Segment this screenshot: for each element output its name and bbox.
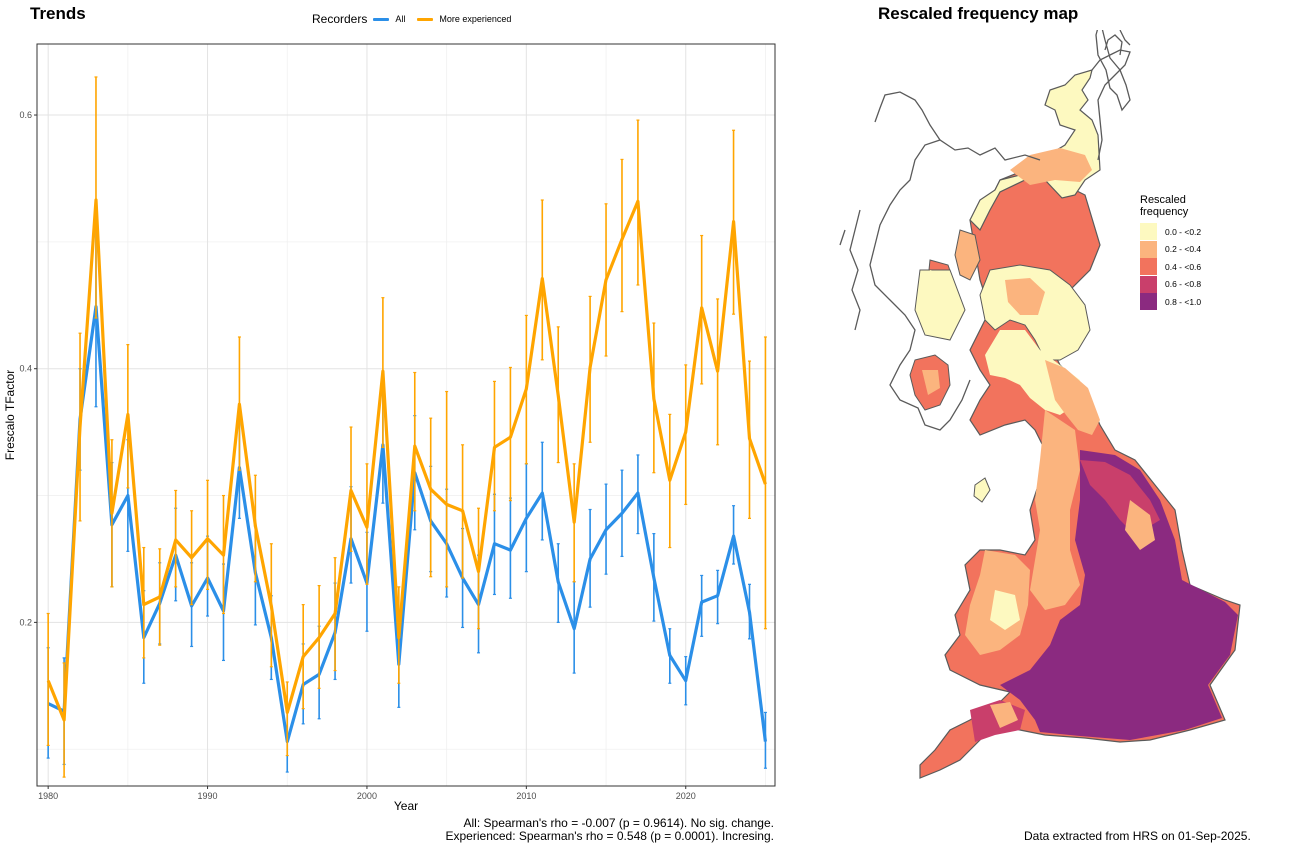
- trend-chart: 0.2 0.4 0.6 1980 1990 2000 2010 2020 Year Fresc…: [3, 43, 776, 813]
- map-class-low-borders: [1005, 278, 1045, 315]
- map-outline-highlands: [839, 30, 1131, 431]
- stats-all: All: Spearman's rho = -0.007 (p = 0.9614…: [463, 816, 774, 830]
- x-axis-label: Year: [394, 799, 418, 813]
- y-tick-label: 0.2: [19, 617, 32, 627]
- map-title: Rescaled frequency map: [878, 4, 1079, 23]
- map-legend-row: 0.6 - <0.8: [1140, 275, 1220, 294]
- stats-experienced: Experienced: Spearman's rho = 0.548 (p =…: [445, 829, 775, 843]
- map-class-low-dartmoor: [990, 702, 1018, 728]
- map-class-lowest-highlands: [922, 270, 960, 320]
- map-legend-row: 0.0 - <0.2: [1140, 223, 1220, 241]
- legend-title: Recorders: [312, 12, 368, 26]
- map-legend-swatch: [1140, 258, 1157, 276]
- map-class-low-pennines: [1030, 410, 1080, 610]
- map-class-low-wolds: [1125, 500, 1155, 550]
- x-tick-label: 1980: [38, 791, 58, 801]
- map-class-lowest-wales: [990, 590, 1020, 630]
- map-class-low-galloway: [922, 370, 940, 395]
- legend-swatch-experienced: [417, 17, 434, 21]
- map-legend-row: 0.8 - <1.0: [1140, 293, 1220, 311]
- trends-title: Trends: [30, 4, 86, 23]
- map-legend-swatch: [1140, 223, 1157, 241]
- map-legend-swatch: [1140, 240, 1157, 258]
- series: [46, 76, 767, 778]
- y-tick-label: 0.6: [19, 110, 32, 120]
- map-outline-sutherland: [874, 91, 941, 141]
- data-credit: Data extracted from HRS on 01-Sep-2025.: [1024, 829, 1251, 843]
- map-legend: Rescaled frequency 0.0 - <0.2 0.2 - <0.4…: [1140, 194, 1220, 311]
- axes: 0.2 0.4 0.6 1980 1990 2000 2010 2020: [19, 110, 695, 801]
- map-legend-title-line2: frequency: [1140, 206, 1189, 218]
- x-tick-label: 2000: [357, 791, 377, 801]
- map-shetland: [1095, 30, 1131, 112]
- x-tick-label: 2020: [676, 791, 696, 801]
- legend-label-all: All: [395, 14, 406, 24]
- series-experienced: [46, 76, 767, 778]
- map-legend-label: 0.8 - <1.0: [1165, 296, 1202, 307]
- map-outline-outer-isle: [839, 229, 846, 246]
- panel-border: [36, 43, 776, 787]
- map-scotland-highlands-fill: [922, 264, 1100, 435]
- map-class-high-south: [1000, 450, 1238, 740]
- map-class-low-northumberland: [1045, 360, 1100, 435]
- map-land-ayrshire: [954, 229, 981, 281]
- map-outline-west-coast: [869, 139, 1041, 431]
- map-legend-label: 0.4 - <0.6: [1165, 261, 1202, 272]
- map-isle-of-man: [973, 477, 991, 503]
- legend-label-experienced: More experienced: [439, 14, 512, 24]
- map-legend-swatch: [1140, 293, 1157, 311]
- frequency-map: [839, 30, 1241, 779]
- map-outline-shetland: [1095, 30, 1131, 112]
- y-axis-label: Frescalo TFactor: [3, 370, 17, 460]
- map-legend-label: 0.6 - <0.8: [1165, 279, 1202, 290]
- map-legend-title-line1: Rescaled: [1140, 194, 1186, 206]
- map-legend-row: 0.2 - <0.4: [1140, 240, 1220, 259]
- map-land-isle-of-man: [973, 477, 991, 503]
- y-tick-label: 0.4: [19, 364, 32, 374]
- map-legend-row: 0.4 - <0.6: [1140, 258, 1220, 276]
- map-outline-hebrides: [849, 209, 861, 331]
- map-legend-label: 0.0 - <0.2: [1165, 226, 1202, 237]
- series-line: [46, 198, 767, 722]
- map-legend-swatch: [1140, 275, 1157, 293]
- grid-lines: [37, 44, 775, 786]
- series-all: [46, 204, 767, 773]
- spearman-stats: All: Spearman's rho = -0.007 (p = 0.9614…: [446, 817, 775, 843]
- legend-swatch-all: [373, 17, 390, 21]
- chart-legend: Recorders All More experienced: [312, 12, 511, 26]
- map-legend-title: Rescaled frequency: [1140, 194, 1220, 218]
- x-tick-label: 2010: [516, 791, 536, 801]
- map-ireland-fragment: [909, 354, 951, 411]
- map-legend-label: 0.2 - <0.4: [1165, 244, 1202, 255]
- x-tick-label: 1990: [198, 791, 218, 801]
- series-line: [47, 305, 767, 744]
- map-outline-orkney: [1104, 30, 1131, 56]
